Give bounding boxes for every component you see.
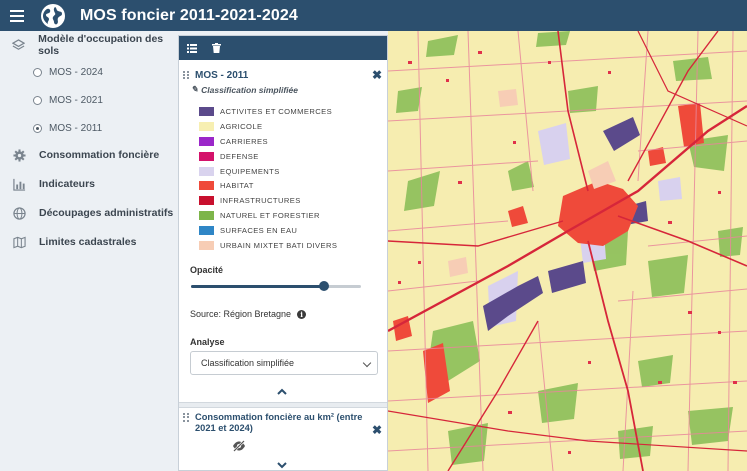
legend-swatch	[199, 151, 214, 161]
globe-icon	[12, 206, 26, 220]
legend-item: AGRICOLE	[199, 119, 337, 134]
opacity-slider[interactable]	[191, 280, 363, 292]
legend-swatch	[199, 196, 214, 206]
panel-divider	[179, 402, 387, 408]
legend-item: SURFACES EN EAU	[199, 223, 337, 238]
bar-chart-icon	[12, 177, 26, 191]
source-line: Source: Région Bretagne i	[190, 309, 307, 319]
sidebar-item-label: Modèle d'occupation des sols	[38, 33, 164, 57]
layer-title: Consommation foncière au km² (entre 2021…	[195, 412, 363, 433]
drag-handle-icon[interactable]	[183, 70, 189, 80]
chevron-down-icon	[362, 358, 372, 368]
sidebar-item-label: Découpages administratifs	[39, 207, 174, 219]
layer-subtitle: ✎ Classification simplifiée	[191, 84, 298, 95]
legend-label: EQUIPEMENTS	[220, 166, 280, 176]
layer-panel: MOS - 2011 ✖ ✎ Classification simplifiée…	[178, 35, 388, 471]
sidebar-item-label: Limites cadastrales	[39, 236, 137, 248]
sidebar-item-label: Indicateurs	[39, 178, 96, 190]
legend-item: ACTIVITES ET COMMERCES	[199, 104, 337, 119]
app-title: MOS foncier 2011-2021-2024	[80, 6, 298, 24]
legend-swatch	[199, 181, 214, 191]
legend-item: NATUREL ET FORESTIER	[199, 208, 337, 223]
chevron-up-icon[interactable]	[276, 387, 288, 397]
legend-label: NATUREL ET FORESTIER	[220, 211, 320, 221]
legend-swatch	[199, 106, 214, 116]
analyse-select-value: Classification simplifiée	[201, 358, 295, 368]
map-view[interactable]	[388, 31, 747, 471]
sidebar-item-mos[interactable]: Modèle d'occupation des sols	[0, 33, 178, 57]
sidebar-option-mos-2024[interactable]: MOS - 2024	[0, 62, 178, 82]
map-icon	[12, 235, 26, 249]
layer-header-consommation: Consommation foncière au km² (entre 2021…	[183, 412, 383, 436]
gear-icon	[12, 148, 26, 162]
layer-header-mos-2011: MOS - 2011 ✖	[183, 68, 383, 82]
app-header: MOS foncier 2011-2021-2024	[0, 0, 747, 31]
globe-logo-icon	[41, 3, 65, 28]
legend-item: DEFENSE	[199, 149, 337, 164]
trash-icon[interactable]	[210, 42, 222, 54]
radio-button[interactable]	[33, 67, 42, 77]
pencil-icon: ✎	[191, 84, 199, 94]
sidebar-item-label: Consommation foncière	[39, 149, 160, 161]
panel-toolbar	[179, 36, 387, 60]
list-icon[interactable]	[186, 42, 198, 54]
legend-swatch	[199, 136, 214, 146]
option-label: MOS - 2021	[49, 94, 103, 106]
slider-thumb[interactable]	[318, 281, 329, 291]
legend-item: CARRIERES	[199, 134, 337, 149]
legend-swatch	[199, 240, 214, 250]
legend-label: ACTIVITES ET COMMERCES	[220, 106, 333, 116]
chevron-down-icon[interactable]	[276, 460, 288, 470]
legend-item: EQUIPEMENTS	[199, 164, 337, 179]
sidebar-option-mos-2021[interactable]: MOS - 2021	[0, 90, 178, 110]
radio-button[interactable]	[33, 95, 42, 105]
option-label: MOS - 2011	[49, 122, 103, 134]
close-icon[interactable]: ✖	[371, 68, 383, 82]
option-label: MOS - 2024	[49, 66, 103, 78]
legend-label: AGRICOLE	[220, 121, 263, 131]
eye-slash-icon[interactable]	[232, 440, 246, 452]
legend-item: HABITAT	[199, 178, 337, 193]
legend-swatch	[199, 121, 214, 131]
layer-title: MOS - 2011	[195, 69, 249, 81]
legend-label: INFRASTRUCTURES	[220, 196, 301, 206]
legend-item: INFRASTRUCTURES	[199, 193, 337, 208]
drag-handle-icon[interactable]	[183, 413, 189, 422]
sidebar-item-indicateurs[interactable]: Indicateurs	[0, 173, 178, 195]
radio-button-checked[interactable]	[33, 123, 42, 133]
info-icon[interactable]: i	[297, 309, 307, 319]
menu-icon[interactable]	[0, 0, 34, 31]
sidebar-option-mos-2011[interactable]: MOS - 2011	[0, 118, 178, 138]
legend-label: HABITAT	[220, 181, 254, 191]
legend-label: DEFENSE	[220, 151, 259, 161]
layer-subtitle-text: Classification simplifiée	[201, 84, 298, 95]
map-canvas	[388, 31, 747, 471]
close-icon[interactable]: ✖	[371, 423, 383, 437]
legend-swatch	[199, 166, 214, 176]
sidebar-item-limites[interactable]: Limites cadastrales	[0, 231, 178, 253]
analyse-select[interactable]: Classification simplifiée	[190, 351, 378, 375]
layers-icon	[12, 38, 26, 52]
legend-label: CARRIERES	[220, 136, 268, 146]
slider-fill	[191, 285, 324, 288]
legend-label: SURFACES EN EAU	[220, 226, 298, 236]
opacity-label: Opacité	[190, 265, 224, 275]
source-text: Source: Région Bretagne	[190, 309, 292, 319]
legend-item: URBAIN MIXTET BATI DIVERS	[199, 238, 337, 253]
legend-swatch	[199, 226, 214, 236]
analyse-label: Analyse	[190, 337, 225, 347]
sidebar: Modèle d'occupation des sols MOS - 2024 …	[0, 31, 178, 471]
legend: ACTIVITES ET COMMERCES AGRICOLE CARRIERES D…	[199, 104, 337, 253]
legend-label: URBAIN MIXTET BATI DIVERS	[220, 240, 338, 250]
legend-swatch	[199, 211, 214, 221]
sidebar-item-decoupages[interactable]: Découpages administratifs	[0, 202, 178, 224]
sidebar-item-consommation[interactable]: Consommation foncière	[0, 144, 178, 166]
